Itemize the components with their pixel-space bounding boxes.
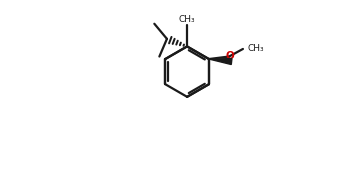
Text: O: O [225, 51, 234, 61]
Text: CH₃: CH₃ [179, 15, 195, 23]
Polygon shape [209, 59, 232, 65]
Text: CH₃: CH₃ [247, 44, 264, 53]
